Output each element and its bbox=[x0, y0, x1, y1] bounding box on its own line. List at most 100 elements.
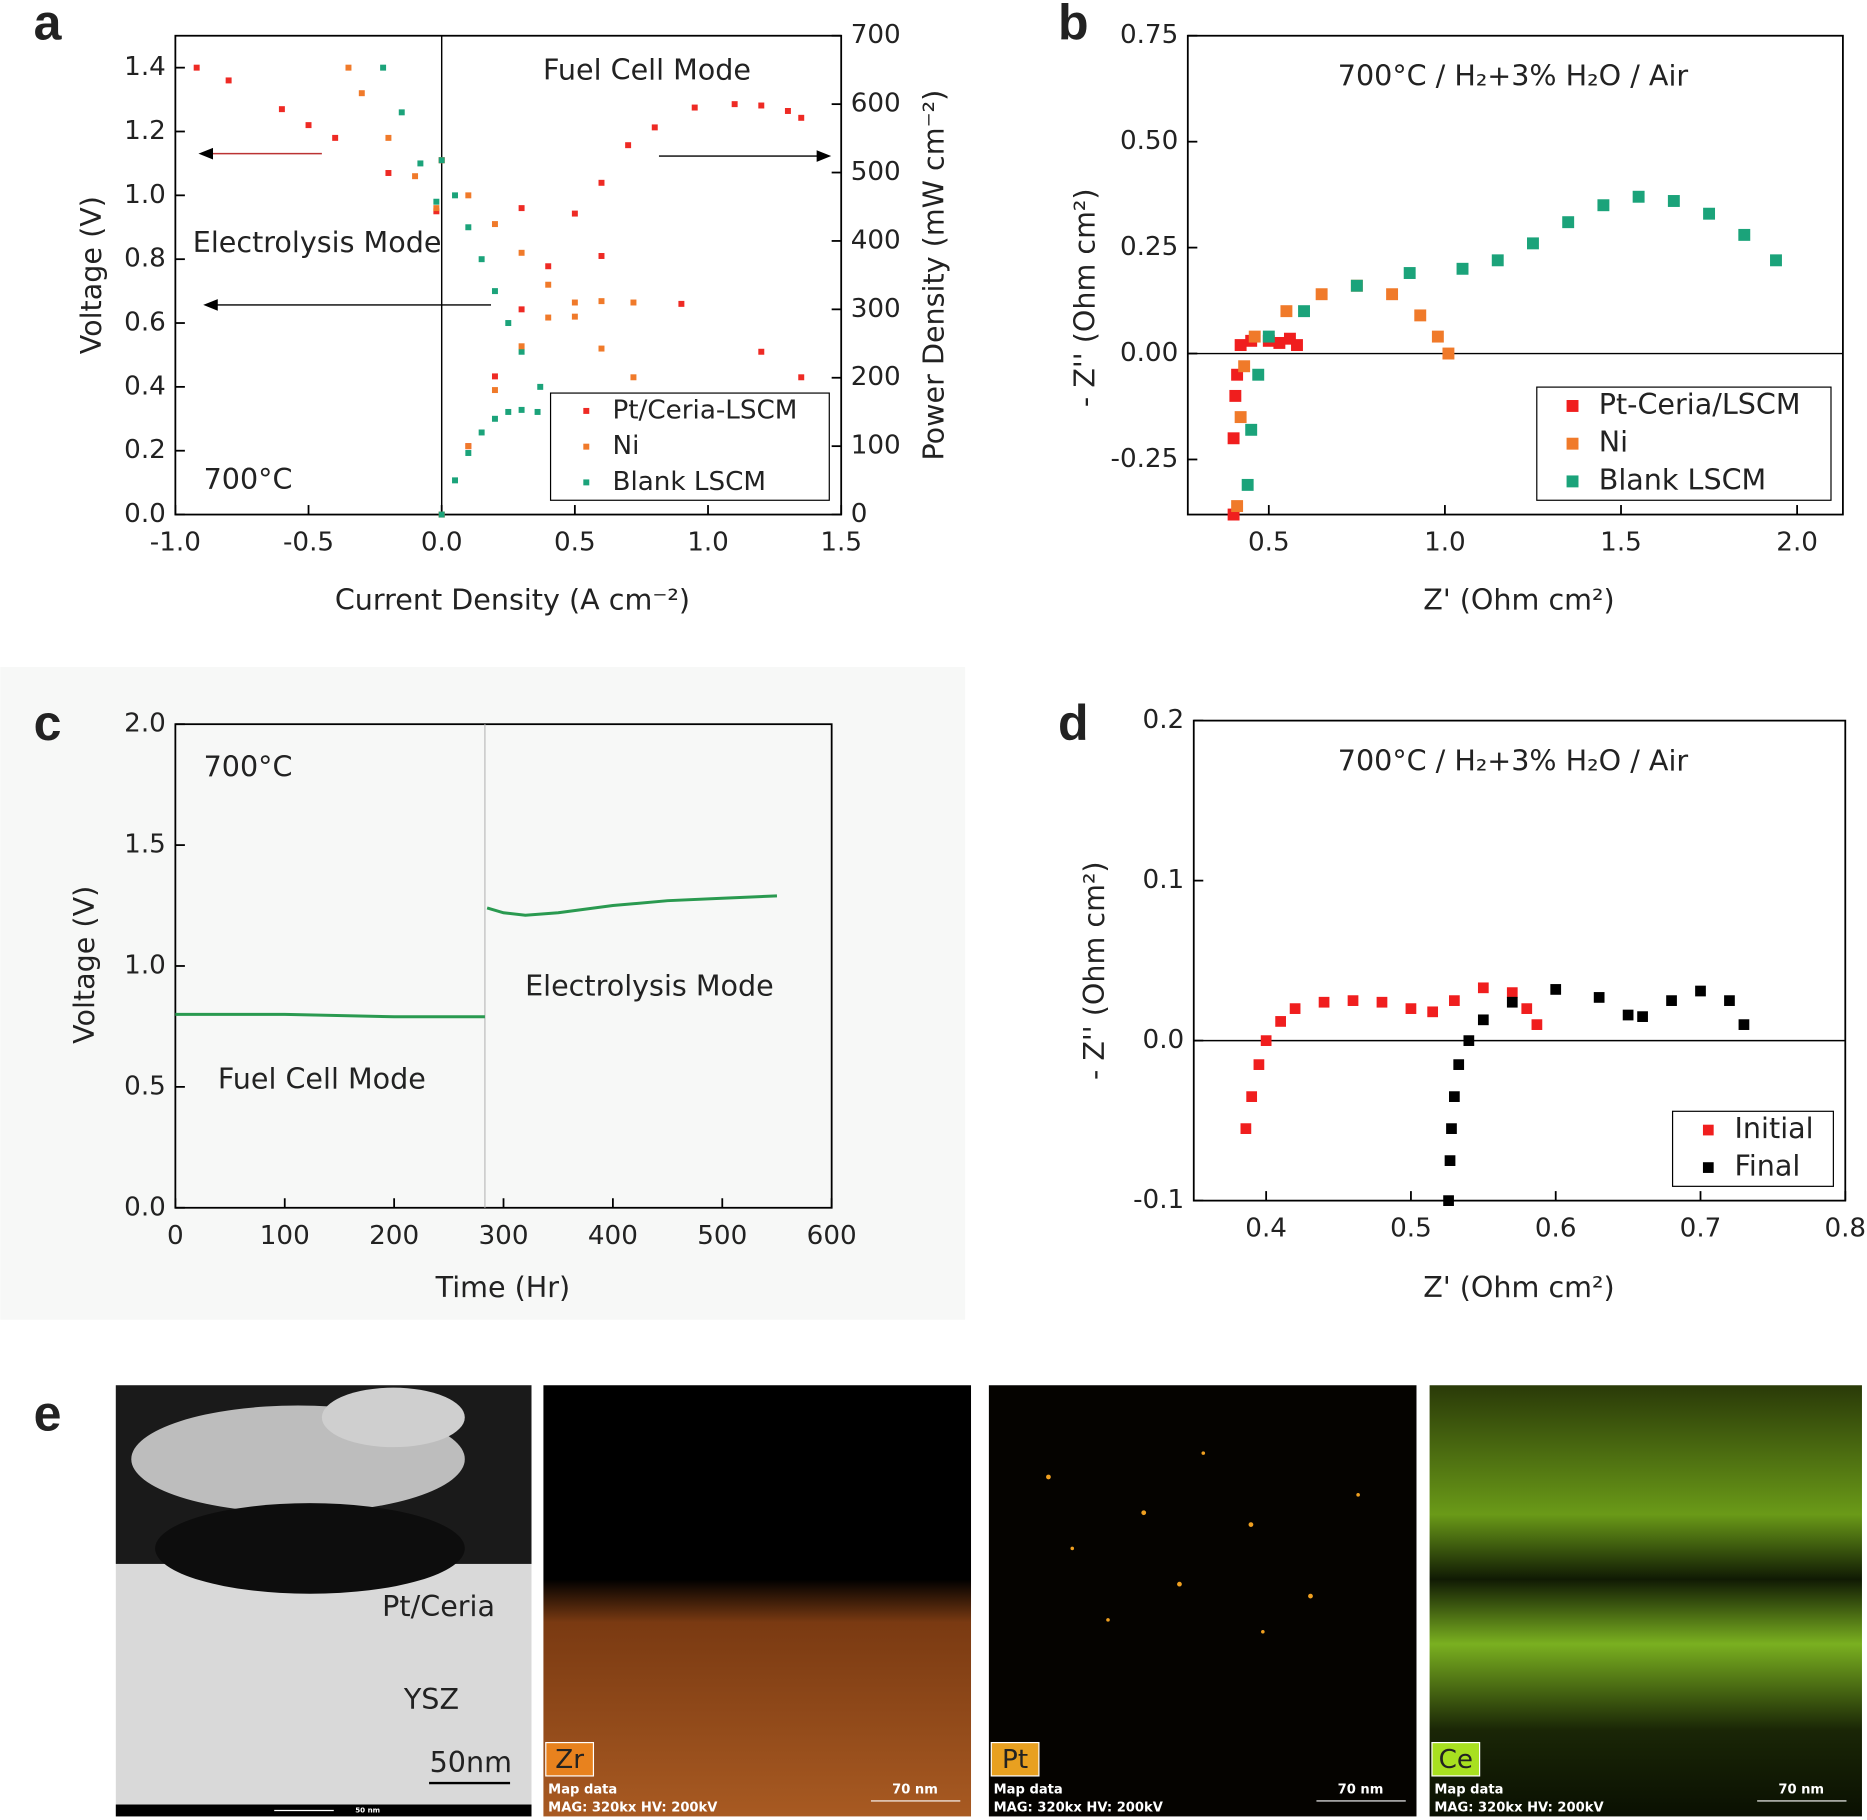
marker bbox=[465, 443, 472, 450]
y2-tick-label: 700 bbox=[851, 20, 901, 50]
marker bbox=[1262, 330, 1275, 343]
marker bbox=[1637, 1011, 1648, 1022]
x-tick-label: 200 bbox=[369, 1221, 419, 1251]
annotation: 50nm bbox=[430, 1745, 512, 1779]
marker bbox=[1252, 368, 1265, 381]
marker bbox=[1506, 987, 1518, 998]
element-tag bbox=[545, 1741, 595, 1777]
x-tick-label: 0.5 bbox=[554, 528, 596, 558]
y-tick-label: 0.75 bbox=[1120, 20, 1178, 50]
scale-bar-label: 50 nm bbox=[355, 1805, 380, 1814]
y-tick-label: 0.8 bbox=[124, 244, 166, 274]
x-tick-label: 1.5 bbox=[820, 528, 862, 558]
x-tick-label: 300 bbox=[479, 1221, 529, 1251]
marker bbox=[545, 314, 552, 321]
marker bbox=[1234, 339, 1247, 352]
marker bbox=[1506, 996, 1518, 1008]
marker bbox=[1427, 1006, 1439, 1018]
marker bbox=[1431, 330, 1444, 343]
marker bbox=[1666, 995, 1677, 1006]
marker bbox=[1477, 1014, 1489, 1026]
element-label: Zr bbox=[555, 1745, 584, 1775]
marker bbox=[1443, 1195, 1454, 1206]
marker bbox=[571, 210, 578, 217]
marker bbox=[571, 299, 578, 306]
marker bbox=[491, 221, 498, 228]
x-tick-label: 400 bbox=[588, 1221, 638, 1251]
marker bbox=[1289, 1003, 1301, 1014]
x-tick-label: -0.5 bbox=[283, 528, 334, 558]
marker bbox=[505, 408, 512, 415]
marker bbox=[491, 387, 498, 394]
map-scale-label: 70 nm bbox=[1778, 1783, 1824, 1798]
marker bbox=[630, 299, 637, 306]
marker bbox=[1241, 478, 1254, 491]
marker bbox=[438, 511, 445, 518]
y-tick-label: 1.0 bbox=[124, 180, 166, 210]
y-tick-label: 1.5 bbox=[124, 830, 166, 860]
marker bbox=[1403, 267, 1416, 279]
y-tick-label: -0.1 bbox=[1133, 1185, 1184, 1215]
map-note: Map data bbox=[994, 1783, 1063, 1798]
map-settings: MAG: 320kx HV: 200kV bbox=[994, 1801, 1164, 1816]
marker bbox=[518, 249, 525, 256]
marker bbox=[518, 348, 525, 355]
y-tick-label: 2.0 bbox=[124, 709, 166, 739]
y-tick-label: 0.2 bbox=[1143, 705, 1185, 735]
marker bbox=[417, 160, 424, 167]
marker bbox=[1738, 1019, 1750, 1030]
data-line bbox=[175, 894, 778, 1019]
y-axis-label: - Z'' (Ohm cm²) bbox=[1077, 861, 1111, 1080]
legend-label: Blank LSCM bbox=[1599, 462, 1766, 496]
marker bbox=[1283, 332, 1296, 345]
legend-box bbox=[1536, 386, 1832, 501]
annotation: 700°C bbox=[204, 462, 293, 496]
x-axis-label: Z' (Ohm cm²) bbox=[1423, 583, 1614, 617]
marker bbox=[491, 415, 498, 422]
legend-marker bbox=[1566, 400, 1579, 412]
y-tick-label: 0.6 bbox=[124, 308, 166, 338]
marker bbox=[385, 134, 392, 141]
marker bbox=[518, 343, 525, 350]
marker bbox=[571, 313, 578, 320]
marker bbox=[630, 374, 637, 381]
x-tick-label: 100 bbox=[260, 1221, 310, 1251]
y-tick-label: 0.0 bbox=[124, 499, 166, 529]
panel-label: a bbox=[34, 0, 63, 50]
x-tick-label: 600 bbox=[807, 1221, 857, 1251]
marker bbox=[433, 208, 440, 215]
marker bbox=[1240, 1123, 1252, 1134]
marker bbox=[305, 122, 312, 129]
map-settings: MAG: 320kx HV: 200kV bbox=[1434, 1801, 1604, 1816]
marker bbox=[1724, 995, 1735, 1006]
marker bbox=[1738, 228, 1751, 241]
marker bbox=[1350, 279, 1363, 292]
y-tick-label: 0.0 bbox=[1143, 1025, 1185, 1055]
annotation: Fuel Cell Mode bbox=[543, 52, 751, 86]
y2-tick-label: 0 bbox=[851, 499, 868, 529]
marker bbox=[1770, 254, 1782, 267]
y-tick-label: 0.5 bbox=[124, 1071, 166, 1101]
panel-label: c bbox=[34, 695, 62, 751]
marker bbox=[1491, 254, 1504, 267]
marker bbox=[1622, 1009, 1634, 1021]
y-tick-label: 1.2 bbox=[124, 116, 166, 146]
y-axis-label: - Z'' (Ohm cm²) bbox=[1068, 188, 1102, 407]
marker bbox=[380, 64, 387, 71]
y-tick-label: 1.0 bbox=[124, 950, 166, 980]
marker bbox=[1260, 1035, 1272, 1046]
marker bbox=[225, 77, 232, 84]
marker bbox=[1229, 389, 1242, 402]
y-tick-label: 0.50 bbox=[1120, 126, 1178, 156]
marker bbox=[1463, 1035, 1475, 1046]
marker bbox=[1550, 984, 1562, 995]
y-tick-label: 0.25 bbox=[1120, 232, 1178, 262]
marker bbox=[1248, 330, 1261, 343]
marker bbox=[678, 300, 685, 307]
marker bbox=[545, 281, 552, 288]
chart-title: 700°C / H₂+3% H₂O / Air bbox=[1338, 58, 1689, 92]
marker bbox=[478, 429, 485, 436]
x-tick-label: 0.0 bbox=[421, 528, 463, 558]
x-tick-label: 0.4 bbox=[1245, 1214, 1287, 1244]
marker bbox=[1347, 995, 1359, 1006]
